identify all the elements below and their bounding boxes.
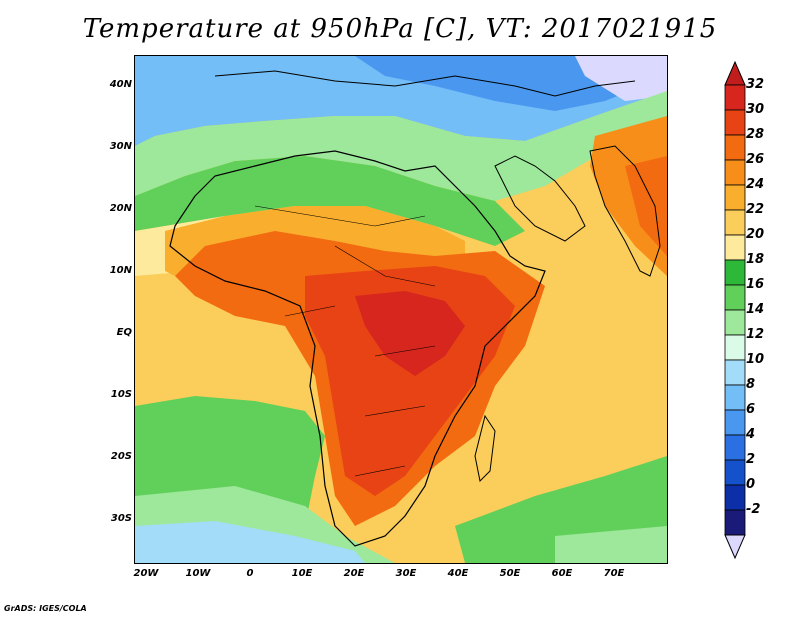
colorbar-label: 10	[746, 352, 765, 367]
colorbar-label: 30	[746, 102, 765, 117]
lat-tick-20s: 20S	[110, 451, 132, 462]
colorbar-label: 16	[746, 277, 765, 292]
colorbar-block	[724, 284, 746, 311]
africa-coastline	[169, 150, 546, 547]
colorbar-block	[724, 309, 746, 336]
india-hot	[625, 156, 667, 256]
lon-tick-20e: 20E	[343, 568, 365, 579]
colorbar-label: 8	[746, 377, 756, 392]
lon-tick-60e: 60E	[551, 568, 573, 579]
temperature-map	[134, 55, 668, 564]
colorbar-block	[724, 409, 746, 436]
lon-tick-20w: 20W	[133, 568, 159, 579]
colorbar-label: 2	[746, 452, 756, 467]
colorbar-label: 12	[746, 327, 765, 342]
map-title: Temperature at 950hPa [C], VT: 201702191…	[82, 14, 718, 44]
colorbar-label: 24	[746, 177, 765, 192]
colorbar-block	[724, 109, 746, 136]
colorbar-block	[724, 509, 746, 536]
colorbar-top-arrow	[724, 60, 746, 86]
lat-tick-10n: 10N	[109, 265, 132, 276]
lon-tick-0: 0	[246, 568, 254, 579]
lon-tick-10e: 10E	[291, 568, 313, 579]
colorbar-label: 22	[746, 202, 765, 217]
colorbar-label: 20	[746, 227, 765, 242]
colorbar-bottom-arrow	[724, 534, 746, 560]
lat-tick-10s: 10S	[110, 389, 132, 400]
colorbar-label: 14	[746, 302, 765, 317]
colorbar-label: -2	[746, 502, 761, 517]
colorbar-block	[724, 184, 746, 211]
central-africa-hottest	[355, 291, 465, 376]
colorbar-block	[724, 434, 746, 461]
colorbar-label: 6	[746, 402, 756, 417]
india-warm	[590, 116, 667, 276]
colorbar-block	[724, 234, 746, 261]
south-indian-cool	[555, 526, 667, 563]
colorbar-block	[724, 159, 746, 186]
lon-tick-50e: 50E	[499, 568, 521, 579]
madagascar-coastline	[474, 414, 496, 483]
arabia-coastline	[494, 155, 586, 242]
colorbar-label: 0	[746, 477, 756, 492]
lat-tick-30s: 30S	[110, 513, 132, 524]
colorbar-block	[724, 134, 746, 161]
colorbar-block	[724, 334, 746, 361]
lon-tick-70e: 70E	[603, 568, 625, 579]
lat-tick-40n: 40N	[109, 79, 132, 90]
colorbar-label: 4	[746, 427, 756, 442]
grads-credit: GrADS: IGES/COLA	[4, 604, 87, 613]
coldest-region-northeast	[575, 56, 667, 101]
south-atlantic-cold	[135, 521, 365, 563]
colorbar	[724, 60, 746, 560]
colorbar-label: 32	[746, 77, 765, 92]
colorbar-blocks	[724, 84, 746, 536]
lat-tick-eq: EQ	[116, 327, 132, 338]
lon-tick-10w: 10W	[185, 568, 211, 579]
lat-tick-30n: 30N	[109, 141, 132, 152]
colorbar-label: 28	[746, 127, 765, 142]
lon-tick-30e: 30E	[395, 568, 417, 579]
lon-tick-40e: 40E	[447, 568, 469, 579]
colorbar-block	[724, 259, 746, 286]
colorbar-block	[724, 84, 746, 111]
country-borders	[254, 205, 436, 477]
colorbar-label: 18	[746, 252, 765, 267]
colorbar-label: 26	[746, 152, 765, 167]
lat-tick-20n: 20N	[109, 203, 132, 214]
map-canvas	[135, 56, 667, 563]
colorbar-block	[724, 459, 746, 486]
colorbar-block	[724, 384, 746, 411]
colorbar-block	[724, 359, 746, 386]
india-coastline	[589, 145, 661, 277]
mediterranean-coastline	[214, 70, 636, 97]
colorbar-block	[724, 484, 746, 511]
colorbar-block	[724, 209, 746, 236]
cool-transition-north	[135, 91, 667, 201]
green-band-north	[135, 156, 525, 246]
